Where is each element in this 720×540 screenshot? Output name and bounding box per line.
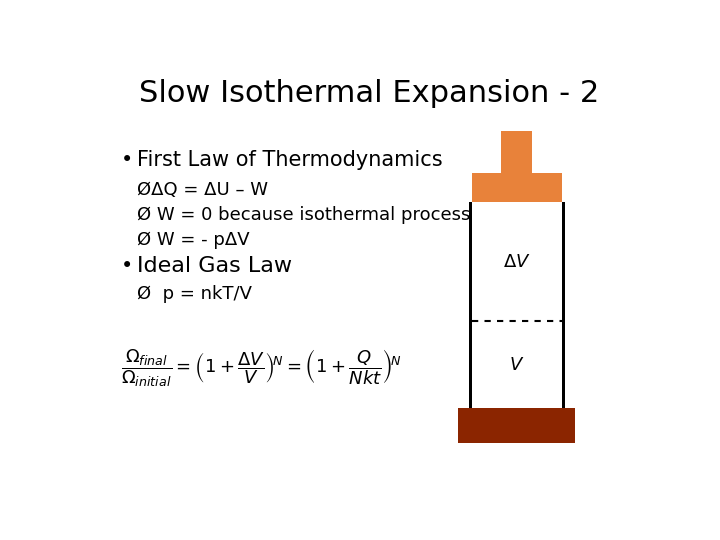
Text: $\Delta V$: $\Delta V$ <box>503 253 531 271</box>
Text: •: • <box>121 256 133 276</box>
Text: Ø W = - pΔV: Ø W = - pΔV <box>138 231 250 249</box>
Bar <box>501 131 533 173</box>
Text: $\dfrac{\Omega_{\mathit{final}}}{\Omega_{\mathit{initial}}} = \left(1 + \dfrac{\: $\dfrac{\Omega_{\mathit{final}}}{\Omega_… <box>121 348 402 389</box>
Bar <box>472 173 562 202</box>
Text: ØΔQ = ΔU – W: ØΔQ = ΔU – W <box>138 181 269 199</box>
Text: First Law of Thermodynamics: First Law of Thermodynamics <box>138 150 443 170</box>
Bar <box>562 202 565 408</box>
Bar <box>459 408 575 443</box>
Text: $V$: $V$ <box>509 356 525 374</box>
Text: Ø W = 0 because isothermal process: Ø W = 0 because isothermal process <box>138 206 471 224</box>
Text: Ideal Gas Law: Ideal Gas Law <box>138 256 292 276</box>
Text: Ø  p = nkT/V: Ø p = nkT/V <box>138 285 253 303</box>
Text: Slow Isothermal Expansion - 2: Slow Isothermal Expansion - 2 <box>139 79 599 109</box>
Bar <box>469 202 472 408</box>
Text: •: • <box>121 150 133 170</box>
